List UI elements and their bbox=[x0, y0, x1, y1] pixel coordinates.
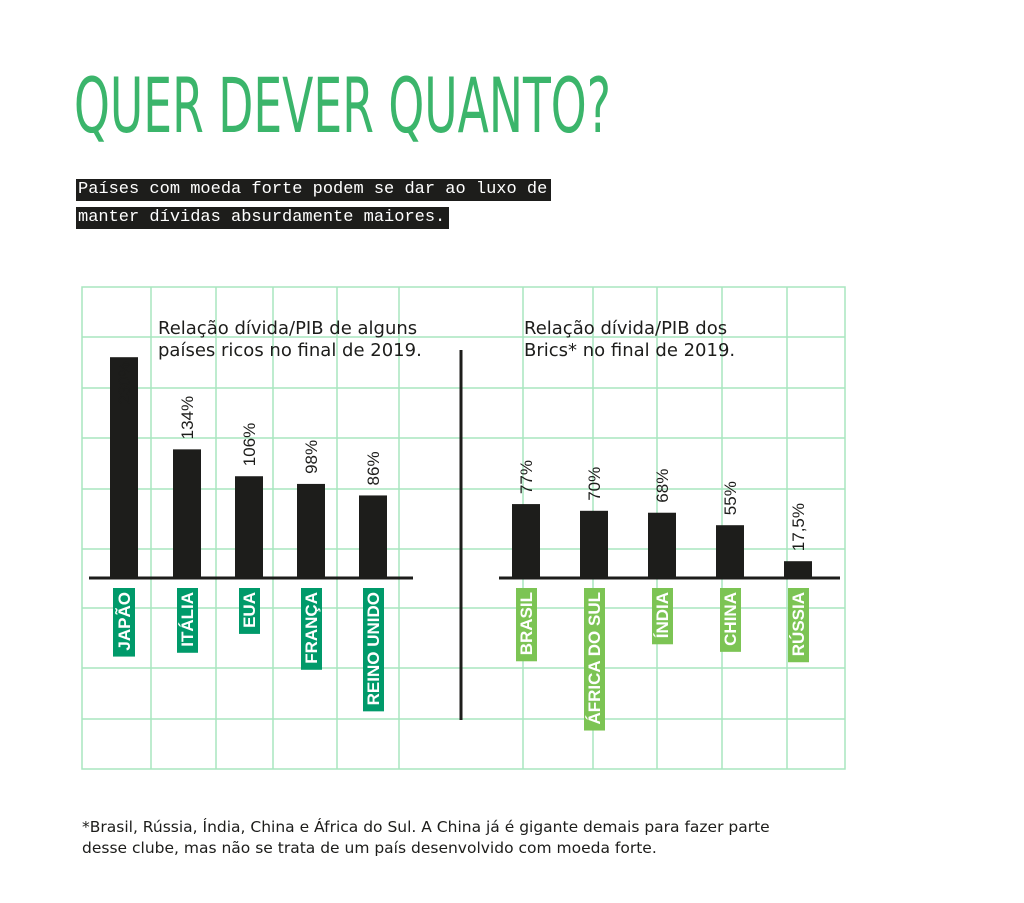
bar bbox=[359, 495, 387, 578]
category-text: ÍNDIA bbox=[653, 592, 672, 638]
category-text: RÚSSIA bbox=[789, 592, 808, 656]
category-box bbox=[788, 588, 809, 663]
category-box bbox=[239, 588, 260, 634]
category-text: EUA bbox=[240, 592, 259, 628]
value-label: 77% bbox=[517, 460, 536, 494]
value-label: 106% bbox=[240, 423, 259, 466]
category-text: ÁFRICA DO SUL bbox=[585, 592, 604, 725]
category-label: ÍNDIA bbox=[652, 588, 673, 645]
value-label: 17,5% bbox=[789, 503, 808, 551]
category-label: JAPÃO bbox=[113, 588, 135, 657]
subtitle-line-2: manter dívidas absurdamente maiores. bbox=[76, 207, 450, 229]
value-label: 86% bbox=[364, 451, 383, 485]
footnote-line-1: *Brasil, Rússia, Índia, China e África d… bbox=[82, 818, 770, 836]
category-box bbox=[516, 588, 537, 662]
category-label: RÚSSIA bbox=[788, 588, 809, 663]
footnote: *Brasil, Rússia, Índia, China e África d… bbox=[82, 817, 912, 859]
panel-title-line: Relação dívida/PIB dos bbox=[524, 318, 727, 339]
footnote-line-2: desse clube, mas não se trata de um país… bbox=[82, 839, 657, 857]
bar bbox=[716, 525, 744, 578]
subtitle: Países com moeda forte podem se dar ao l… bbox=[76, 176, 676, 232]
subtitle-line-1: Países com moeda forte podem se dar ao l… bbox=[76, 179, 552, 201]
category-label: ITÁLIA bbox=[177, 588, 198, 653]
bar bbox=[512, 504, 540, 578]
category-box bbox=[177, 588, 198, 653]
value-label: 55% bbox=[721, 481, 740, 515]
value-label: 98% bbox=[302, 440, 321, 474]
bar bbox=[173, 449, 201, 578]
bar bbox=[580, 510, 608, 578]
category-label: CHINA bbox=[720, 588, 741, 652]
category-label: EUA bbox=[239, 588, 260, 634]
value-label: 230% bbox=[115, 361, 134, 404]
value-label: 68% bbox=[653, 469, 672, 503]
chart-grid bbox=[81, 286, 846, 770]
category-box bbox=[363, 588, 384, 712]
category-text: ITÁLIA bbox=[178, 592, 197, 647]
category-box bbox=[652, 588, 673, 645]
category-text: JAPÃO bbox=[114, 592, 134, 651]
bar bbox=[110, 357, 138, 578]
category-box bbox=[113, 588, 135, 657]
value-label: 70% bbox=[585, 467, 604, 501]
category-text: BRASIL bbox=[517, 592, 536, 655]
panel-title-line: Relação dívida/PIB de alguns bbox=[158, 318, 417, 339]
panel-title-line: países ricos no final de 2019. bbox=[158, 340, 422, 361]
category-text: FRANÇA bbox=[302, 592, 321, 664]
headline: QUER DEVER QUANTO? bbox=[74, 61, 611, 150]
category-box bbox=[720, 588, 741, 652]
bar bbox=[648, 512, 676, 578]
category-label: BRASIL bbox=[516, 588, 537, 662]
category-text: CHINA bbox=[721, 592, 740, 646]
category-label: ÁFRICA DO SUL bbox=[584, 588, 605, 731]
bar bbox=[235, 476, 263, 578]
category-label: FRANÇA bbox=[301, 588, 322, 670]
category-label: REINO UNIDO bbox=[363, 588, 384, 712]
grid-border bbox=[81, 286, 846, 770]
category-box bbox=[301, 588, 322, 670]
bar bbox=[784, 561, 812, 578]
value-label: 134% bbox=[178, 396, 197, 439]
category-box bbox=[584, 588, 605, 731]
bar bbox=[297, 483, 325, 578]
panel-title-line: Brics* no final de 2019. bbox=[524, 340, 735, 361]
category-text: REINO UNIDO bbox=[364, 592, 383, 705]
